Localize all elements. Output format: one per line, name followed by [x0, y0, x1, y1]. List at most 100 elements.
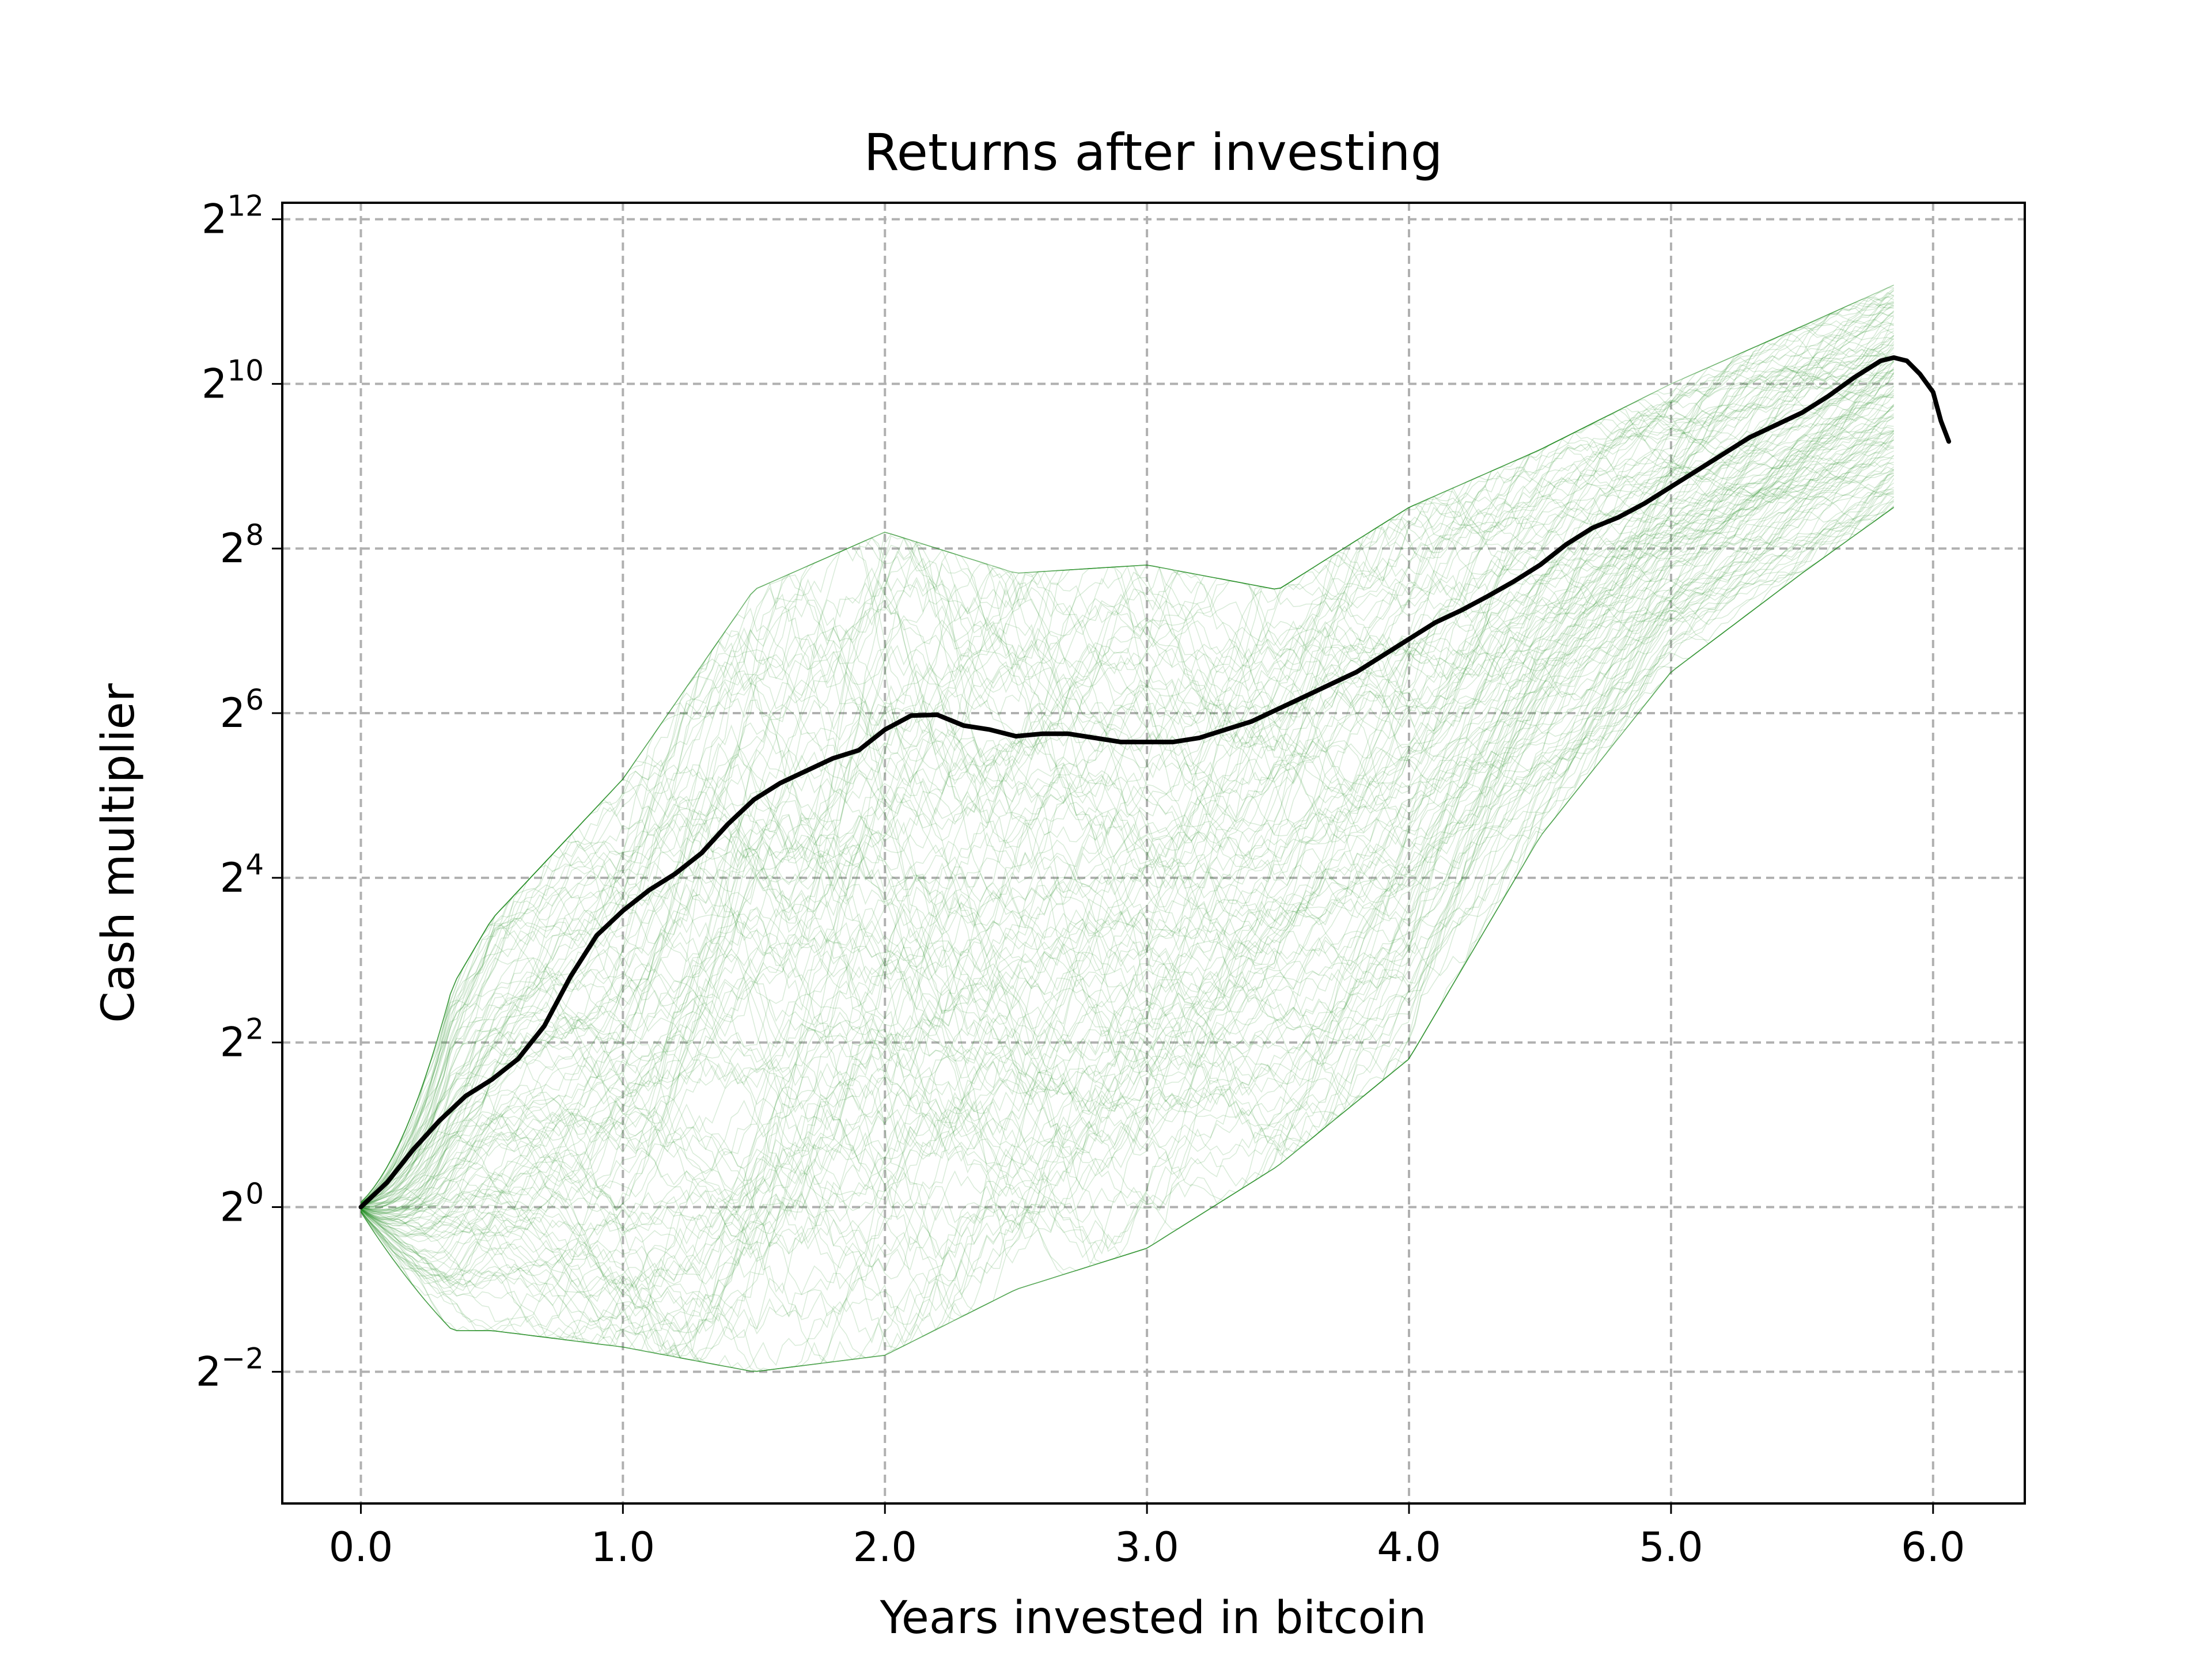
- return-path: [361, 423, 1894, 1235]
- return-path: [361, 416, 1894, 1230]
- return-path: [360, 311, 1894, 1204]
- return-path: [361, 432, 1894, 1286]
- return-path: [361, 369, 1894, 1215]
- return-path: [361, 362, 1895, 1356]
- return-path: [360, 487, 1894, 1337]
- return-path: [361, 428, 1894, 1358]
- return-path: [361, 313, 1894, 1204]
- return-path: [361, 347, 1895, 1206]
- return-path: [360, 455, 1894, 1363]
- return-path: [361, 461, 1894, 1218]
- return-path: [361, 430, 1894, 1244]
- return-path: [360, 305, 1895, 1203]
- return-path: [361, 302, 1894, 1206]
- return-path: [361, 357, 1894, 1213]
- return-path: [361, 367, 1895, 1208]
- return-path: [361, 438, 1895, 1350]
- return-path: [361, 297, 1894, 1204]
- return-path: [360, 505, 1895, 1371]
- return-path: [361, 413, 1895, 1211]
- x-axis-label: Years invested in bitcoin: [880, 1592, 1427, 1644]
- return-path: [361, 436, 1895, 1222]
- return-path: [360, 454, 1895, 1340]
- return-path: [360, 301, 1894, 1203]
- return-path: [361, 383, 1894, 1209]
- return-path: [360, 470, 1895, 1372]
- return-path: [361, 334, 1895, 1205]
- return-path: [360, 389, 1895, 1277]
- mean-path: [358, 355, 1952, 1210]
- return-path: [360, 507, 1895, 1372]
- return-path: [361, 335, 1894, 1215]
- return-path: [360, 338, 1895, 1203]
- return-path: [360, 487, 1894, 1340]
- return-path: [361, 296, 1894, 1203]
- return-path: [360, 491, 1894, 1322]
- return-path: [360, 474, 1895, 1356]
- return-path: [360, 499, 1895, 1323]
- return-path: [361, 466, 1894, 1210]
- return-path: [361, 324, 1894, 1264]
- return-path: [361, 285, 1894, 1207]
- return-path: [361, 368, 1895, 1206]
- return-path: [361, 425, 1894, 1261]
- return-path: [361, 372, 1895, 1210]
- return-path: [360, 440, 1894, 1372]
- return-path: [361, 430, 1894, 1343]
- chart-title: Returns after investing: [864, 123, 1443, 182]
- return-path: [361, 403, 1895, 1211]
- return-path: [360, 289, 1895, 1204]
- return-path: [361, 330, 1895, 1205]
- y-tick-label: 20: [220, 1177, 264, 1231]
- return-path: [361, 294, 1894, 1205]
- return-path: [360, 396, 1894, 1224]
- return-path: [361, 310, 1895, 1204]
- return-path: [360, 496, 1895, 1372]
- return-path: [361, 377, 1895, 1208]
- x-tick-label: 2.0: [853, 1524, 917, 1571]
- x-tick-label: 5.0: [1639, 1524, 1703, 1571]
- return-path: [361, 442, 1894, 1372]
- return-path: [361, 432, 1895, 1230]
- y-tick-label: 212: [202, 190, 264, 243]
- return-path: [360, 507, 1895, 1338]
- return-path: [360, 507, 1895, 1362]
- return-path: [360, 316, 1895, 1203]
- return-path: [361, 359, 1895, 1222]
- return-path: [361, 374, 1894, 1209]
- x-tick-label: 6.0: [1901, 1524, 1965, 1571]
- return-path: [361, 416, 1895, 1306]
- y-tick-label: 24: [220, 848, 264, 902]
- x-tick-label: 1.0: [591, 1524, 655, 1571]
- return-path: [360, 490, 1894, 1338]
- return-path: [361, 461, 1894, 1236]
- return-path: [361, 290, 1895, 1204]
- return-path: [360, 310, 1895, 1204]
- return-path: [360, 488, 1895, 1372]
- return-path: [361, 350, 1895, 1204]
- return-path: [361, 347, 1894, 1227]
- return-path: [361, 386, 1894, 1211]
- return-path: [361, 302, 1895, 1206]
- return-path: [361, 285, 1894, 1205]
- return-path: [360, 300, 1894, 1203]
- return-path: [361, 343, 1894, 1231]
- return-path: [361, 355, 1895, 1207]
- return-path: [360, 446, 1894, 1332]
- return-path: [361, 328, 1894, 1205]
- return-path: [361, 411, 1894, 1215]
- return-path: [360, 507, 1895, 1346]
- return-path: [360, 450, 1894, 1288]
- return-path: [361, 372, 1895, 1210]
- return-path: [361, 417, 1894, 1229]
- return-path: [361, 361, 1894, 1206]
- return-path: [360, 475, 1895, 1372]
- y-tick-label: 2−2: [196, 1342, 264, 1395]
- y-tick-label: 22: [220, 1013, 264, 1066]
- x-tick-label: 3.0: [1115, 1524, 1179, 1571]
- return-path: [361, 306, 1894, 1204]
- return-path: [361, 430, 1895, 1206]
- return-path: [361, 361, 1895, 1206]
- return-path: [360, 324, 1894, 1203]
- return-path: [361, 403, 1895, 1213]
